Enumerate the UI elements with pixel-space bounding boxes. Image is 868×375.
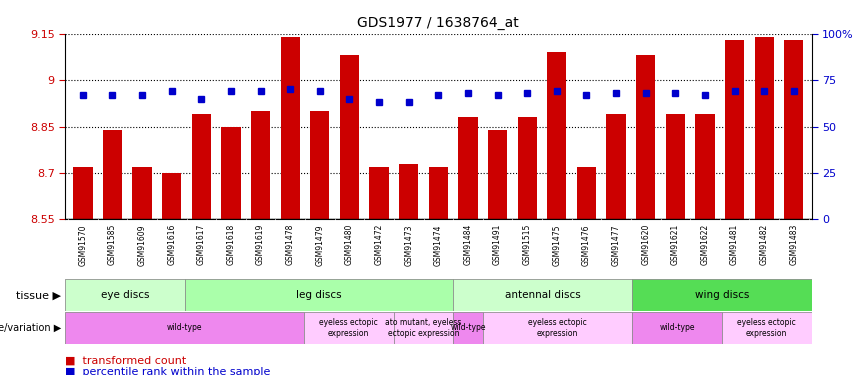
- Bar: [577, 167, 596, 219]
- Bar: [636, 56, 655, 219]
- Bar: [304, 312, 393, 344]
- Bar: [453, 312, 483, 344]
- Text: wing discs: wing discs: [694, 290, 749, 300]
- Bar: [517, 117, 536, 219]
- Bar: [192, 114, 211, 219]
- Text: eye discs: eye discs: [101, 290, 149, 300]
- Bar: [666, 114, 685, 219]
- Bar: [754, 37, 773, 219]
- Bar: [103, 130, 122, 219]
- Bar: [547, 53, 567, 219]
- Text: GSM91484: GSM91484: [464, 224, 472, 266]
- Text: ■  percentile rank within the sample: ■ percentile rank within the sample: [65, 367, 271, 375]
- Text: wild-type: wild-type: [450, 323, 486, 333]
- Bar: [280, 37, 299, 219]
- Text: wild-type: wild-type: [660, 323, 695, 333]
- Bar: [488, 130, 507, 219]
- Bar: [310, 111, 330, 219]
- Bar: [370, 167, 389, 219]
- Text: GSM91474: GSM91474: [434, 224, 443, 266]
- Text: GSM91619: GSM91619: [256, 224, 265, 266]
- Text: GSM91478: GSM91478: [286, 224, 295, 266]
- Bar: [251, 111, 270, 219]
- Bar: [73, 167, 93, 219]
- Text: GSM91479: GSM91479: [315, 224, 325, 266]
- Bar: [221, 127, 240, 219]
- Text: genotype/variation ▶: genotype/variation ▶: [0, 323, 61, 333]
- Bar: [340, 56, 359, 219]
- Text: GSM91618: GSM91618: [227, 224, 235, 265]
- Bar: [185, 279, 453, 311]
- Text: tissue ▶: tissue ▶: [16, 290, 61, 300]
- Text: GSM91475: GSM91475: [552, 224, 562, 266]
- Text: GSM91515: GSM91515: [523, 224, 532, 266]
- Text: ato mutant, eyeless
ectopic expression: ato mutant, eyeless ectopic expression: [385, 318, 462, 338]
- Text: GSM91483: GSM91483: [789, 224, 799, 266]
- Text: wild-type: wild-type: [167, 323, 202, 333]
- Text: GSM91477: GSM91477: [612, 224, 621, 266]
- Text: GSM91585: GSM91585: [108, 224, 117, 266]
- Text: GSM91481: GSM91481: [730, 224, 739, 265]
- Text: GSM91473: GSM91473: [404, 224, 413, 266]
- Bar: [453, 279, 633, 311]
- Text: GSM91621: GSM91621: [671, 224, 680, 265]
- Text: GSM91480: GSM91480: [345, 224, 354, 266]
- Bar: [458, 117, 477, 219]
- Text: GSM91476: GSM91476: [582, 224, 591, 266]
- Text: eyeless ectopic
expression: eyeless ectopic expression: [319, 318, 378, 338]
- Bar: [633, 279, 812, 311]
- Text: GSM91616: GSM91616: [168, 224, 176, 266]
- Bar: [725, 40, 744, 219]
- Text: GSM91620: GSM91620: [641, 224, 650, 266]
- Text: GSM91617: GSM91617: [197, 224, 206, 266]
- Text: eyeless ectopic
expression: eyeless ectopic expression: [738, 318, 796, 338]
- Bar: [607, 114, 626, 219]
- Bar: [393, 312, 453, 344]
- Text: GSM91491: GSM91491: [493, 224, 502, 266]
- Text: antennal discs: antennal discs: [505, 290, 581, 300]
- Text: ■  transformed count: ■ transformed count: [65, 356, 187, 366]
- Title: GDS1977 / 1638764_at: GDS1977 / 1638764_at: [358, 16, 519, 30]
- Bar: [162, 173, 181, 219]
- Bar: [695, 114, 714, 219]
- Text: GSM91570: GSM91570: [78, 224, 88, 266]
- Bar: [429, 167, 448, 219]
- Bar: [133, 167, 152, 219]
- Text: leg discs: leg discs: [296, 290, 342, 300]
- Text: GSM91622: GSM91622: [700, 224, 709, 265]
- Bar: [65, 279, 185, 311]
- Text: eyeless ectopic
expression: eyeless ectopic expression: [529, 318, 587, 338]
- Bar: [722, 312, 812, 344]
- Text: GSM91609: GSM91609: [138, 224, 147, 266]
- Bar: [399, 164, 418, 219]
- Bar: [65, 312, 304, 344]
- Bar: [483, 312, 633, 344]
- Text: GSM91472: GSM91472: [375, 224, 384, 266]
- Bar: [633, 312, 722, 344]
- Bar: [784, 40, 804, 219]
- Text: GSM91482: GSM91482: [760, 224, 769, 265]
